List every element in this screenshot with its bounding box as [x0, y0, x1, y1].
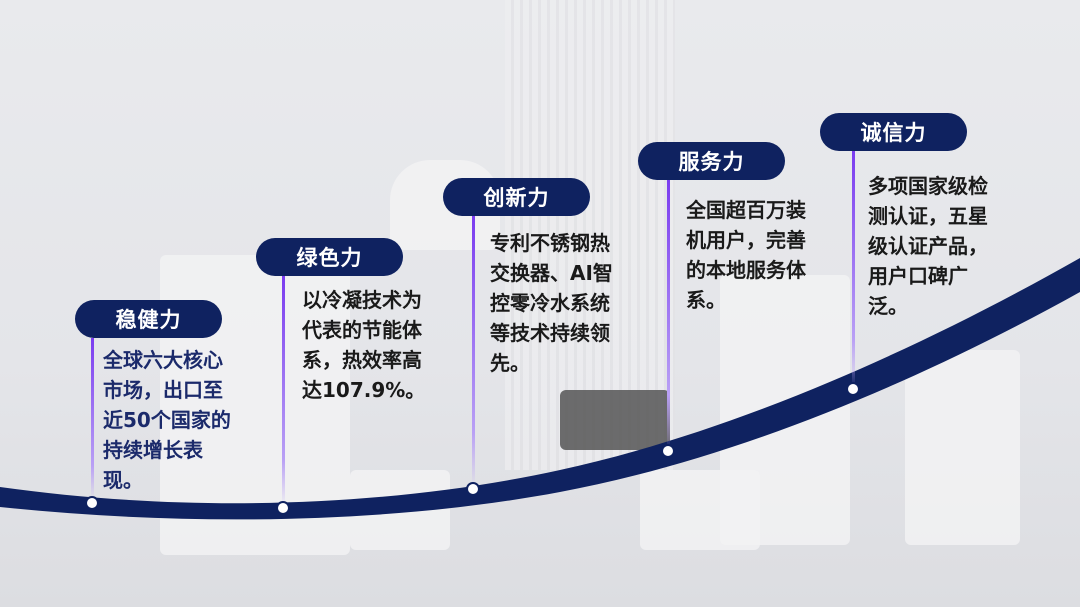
milestone-dot-5 [846, 382, 860, 396]
milestone-dot-3 [466, 482, 480, 496]
product-image-dark [560, 390, 670, 450]
milestone-text-3: 专利不锈钢热 交换器、AI智 控零冷水系统 等技术持续领 先。 [490, 231, 613, 375]
milestone-dot-1 [85, 496, 99, 510]
milestone-title-5: 诚信力 [820, 113, 967, 151]
milestone-title-3: 创新力 [443, 178, 590, 216]
gift-box [640, 470, 760, 550]
milestone-line-2 [282, 276, 285, 506]
milestone-line-1 [91, 338, 94, 498]
milestone-title-4: 服务力 [638, 142, 785, 180]
milestone-line-5 [852, 151, 855, 387]
product-image-heater-3 [905, 350, 1020, 545]
milestone-text-5: 多项国家级检 测认证，五星 级认证产品， 用户口碑广 泛。 [868, 174, 988, 318]
milestone-text-2: 以冷凝技术为 代表的节能体 系，热效率高 达107.9%。 [302, 288, 426, 402]
milestone-text-4: 全国超百万装 机用户，完善 的本地服务体 系。 [686, 198, 806, 312]
milestone-dot-2 [276, 501, 290, 515]
growth-curve-band [0, 258, 1080, 520]
milestone-text-1: 全球六大核心 市场，出口至 近50个国家的 持续增长表 现。 [103, 348, 231, 492]
milestone-line-3 [472, 215, 475, 487]
milestone-title-1: 稳健力 [75, 300, 222, 338]
milestone-title-2: 绿色力 [256, 238, 403, 276]
milestone-dot-4 [661, 444, 675, 458]
milestone-line-4 [667, 179, 670, 449]
